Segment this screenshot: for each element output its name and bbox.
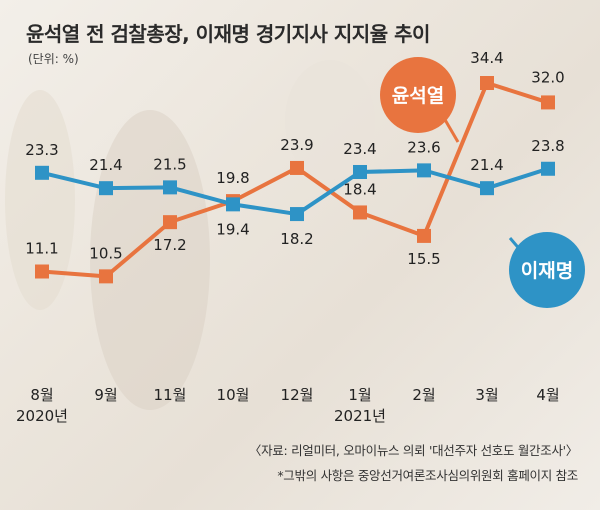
marker-yoon <box>417 228 431 243</box>
x-tick-label: 4월 <box>536 386 559 404</box>
x-tick-label: 3월 <box>475 386 498 404</box>
x-tick-label: 12월 <box>281 386 314 404</box>
data-label-lee: 23.3 <box>25 141 58 159</box>
data-label-yoon: 11.1 <box>25 240 58 258</box>
legend-label-lee: 이재명 <box>521 260 573 282</box>
callout-pointer-yoon <box>442 117 460 143</box>
marker-lee <box>417 163 431 178</box>
data-label-lee: 21.5 <box>153 155 186 173</box>
legend-bubble-yoon <box>380 57 456 133</box>
marker-yoon <box>163 215 177 230</box>
data-label-lee: 18.2 <box>280 230 313 248</box>
data-label-lee: 23.8 <box>531 137 564 155</box>
footnote: *그밖의 사항은 중앙선거여론조사심의위원회 홈페이지 참조 <box>277 468 578 483</box>
bg-blob <box>5 90 75 310</box>
data-label-yoon: 18.4 <box>343 180 376 198</box>
x-tick-label: 1월 <box>348 386 371 404</box>
marker-lee <box>163 180 177 195</box>
data-label-yoon: 23.9 <box>280 136 313 154</box>
marker-lee <box>290 207 304 222</box>
legend-label-yoon: 윤석열 <box>392 85 444 107</box>
data-label-lee: 21.4 <box>89 156 122 174</box>
marker-yoon <box>353 205 367 220</box>
marker-lee <box>541 161 555 176</box>
data-label-yoon: 34.4 <box>470 49 503 67</box>
x-tick-label: 11월 <box>154 386 187 404</box>
data-label-lee: 23.4 <box>343 140 376 158</box>
data-label-yoon: 10.5 <box>89 244 122 262</box>
marker-yoon <box>290 160 304 175</box>
year-label: 2020년 <box>16 407 68 425</box>
marker-lee <box>353 164 367 179</box>
marker-lee <box>226 197 240 212</box>
marker-lee <box>35 165 49 180</box>
data-label-lee: 23.6 <box>407 138 440 156</box>
x-tick-label: 10월 <box>217 386 250 404</box>
source-note: 〈자료: 리얼미터, 오마이뉴스 의뢰 '대선주자 선호도 월간조사'〉 <box>248 443 578 458</box>
x-tick-label: 2월 <box>412 386 435 404</box>
marker-yoon <box>99 269 113 284</box>
x-tick-label: 8월 <box>30 386 53 404</box>
marker-yoon <box>541 95 555 110</box>
data-label-yoon: 17.2 <box>153 236 186 254</box>
year-label: 2021년 <box>334 407 386 425</box>
unit-label: (단위: %) <box>28 52 79 66</box>
marker-lee <box>99 181 113 196</box>
data-label-yoon: 15.5 <box>407 250 440 268</box>
bg-blob <box>90 110 210 410</box>
data-label-yoon: 32.0 <box>531 68 564 86</box>
bg-blob <box>285 60 375 180</box>
marker-yoon <box>35 264 49 279</box>
data-label-lee: 21.4 <box>470 156 503 174</box>
data-label-yoon: 19.8 <box>216 169 249 187</box>
legend-bubble-lee <box>509 232 585 308</box>
chart-title: 윤석열 전 검찰총장, 이재명 경기지사 지지율 추이 <box>26 22 430 46</box>
line-chart: 11.1 10.5 17.2 19.8 23.9 18.4 15.5 34.4 32.0 23.3… <box>5 49 585 425</box>
marker-lee <box>480 181 494 196</box>
marker-yoon <box>480 76 494 91</box>
x-tick-label: 9월 <box>94 386 117 404</box>
data-label-lee: 19.4 <box>216 220 249 238</box>
